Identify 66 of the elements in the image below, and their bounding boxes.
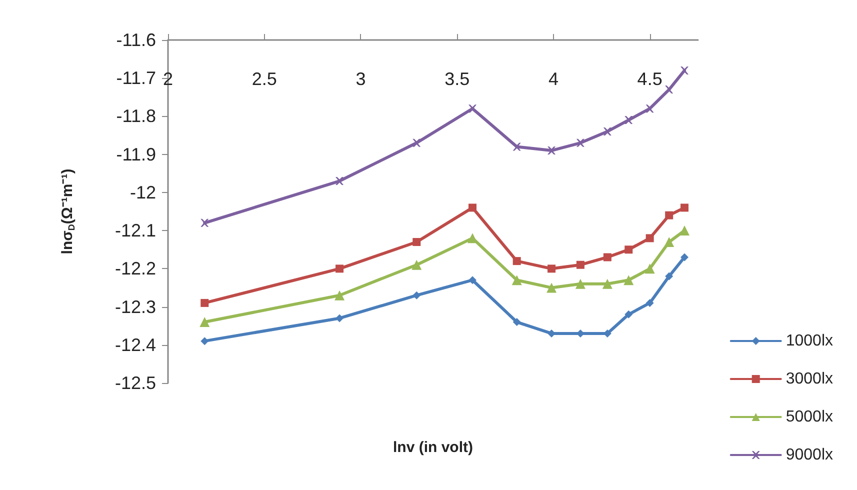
x-tick-label: 4 [548, 69, 558, 89]
point [336, 264, 344, 273]
legend-label: 9000lx [786, 446, 834, 464]
x-tick-label: 3.5 [444, 69, 470, 89]
point [664, 236, 674, 247]
point [603, 127, 612, 136]
point [200, 298, 209, 307]
point [200, 218, 209, 227]
x-tick-label: 3 [356, 69, 366, 89]
point [336, 177, 344, 186]
point [680, 66, 689, 74]
x-tick-label: 2.5 [252, 69, 277, 89]
point [468, 204, 477, 212]
x-tick-label: 4.5 [637, 69, 662, 89]
point [412, 260, 422, 270]
point [624, 116, 633, 124]
point [512, 318, 521, 326]
point [624, 275, 634, 286]
point [548, 146, 556, 155]
y-tick-label: -11.7 [116, 68, 156, 88]
point [468, 104, 477, 113]
point [512, 142, 521, 151]
point [334, 290, 345, 300]
point [602, 278, 612, 289]
point [546, 282, 557, 293]
point [680, 253, 689, 262]
legend-label: 5000lx [786, 408, 834, 426]
point [646, 298, 654, 307]
point [336, 314, 344, 322]
point [200, 337, 209, 346]
point [412, 138, 421, 147]
legend-label: 3000lx [786, 370, 834, 388]
point [576, 138, 584, 147]
x-axis-title: lnv (in volt) [393, 439, 473, 456]
point [624, 246, 633, 254]
y-tick-label: -11.8 [116, 106, 156, 126]
point [468, 276, 477, 284]
point [624, 310, 633, 318]
point [200, 317, 210, 328]
legend-label: 1000lx [786, 332, 834, 350]
point [512, 257, 521, 266]
point [575, 278, 586, 289]
point [603, 253, 612, 262]
point [646, 104, 654, 113]
point [412, 238, 421, 246]
point [665, 86, 674, 94]
point [512, 275, 522, 286]
y-tick-label: -11.9 [116, 144, 156, 164]
point [680, 204, 689, 212]
y-axis-title: lnσD(Ω⁻¹m⁻¹) [59, 168, 76, 254]
point [665, 211, 674, 220]
point [646, 234, 654, 242]
point [680, 226, 690, 236]
x-tick-label: 2 [162, 69, 174, 89]
y-tick-label: -12.1 [114, 220, 156, 241]
point [665, 272, 674, 280]
point [644, 264, 655, 274]
point [412, 291, 421, 300]
point [548, 264, 556, 273]
y-tick-label: -12 [130, 182, 156, 202]
y-tick-label: -11.6 [116, 30, 156, 50]
y-tick-label: -12.2 [114, 258, 156, 279]
y-tick-label: -12.5 [114, 373, 156, 393]
y-tick-label: -12.4 [114, 334, 156, 355]
point [576, 260, 584, 269]
y-tick-label: -12.3 [114, 296, 156, 317]
